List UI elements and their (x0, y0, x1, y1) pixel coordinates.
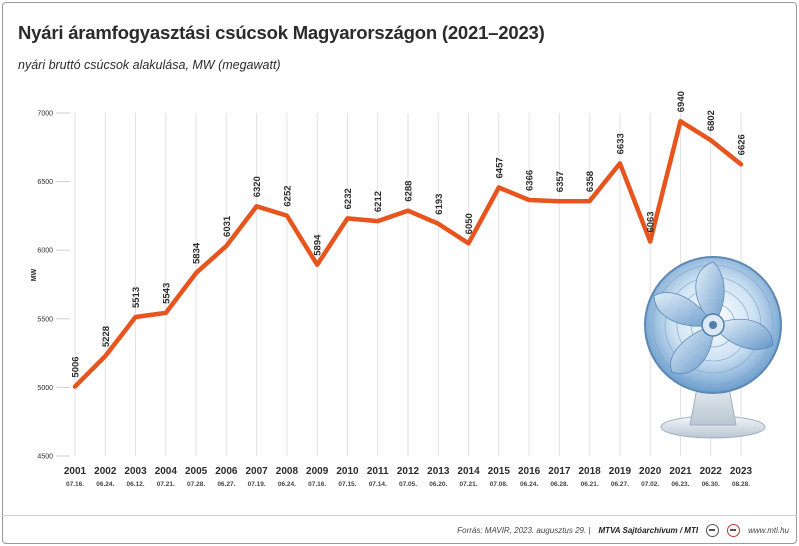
x-tick-date: 07.05. (399, 481, 417, 488)
x-tick-year: 2020 (639, 466, 662, 477)
x-tick-date: 06.28. (550, 481, 568, 488)
x-tick-year: 2014 (457, 466, 480, 477)
y-axis-label: MW (31, 268, 38, 281)
x-tick-date: 06.21. (581, 481, 599, 488)
data-label: 6320 (252, 176, 263, 197)
x-tick-year: 2021 (669, 466, 692, 477)
x-tick-year: 2008 (276, 466, 299, 477)
y-tick-label: 4500 (37, 454, 53, 461)
data-label: 6633 (615, 133, 626, 154)
x-tick-date: 08.28. (732, 481, 750, 488)
footer-agency: MTVA Sajtóarchívum / MTI (598, 525, 699, 535)
series-line (72, 118, 744, 389)
chart-subtitle: nyári bruttó csúcsok alakulása, MW (mega… (18, 58, 281, 72)
y-tick-label: 6500 (37, 179, 53, 186)
footer-site: www.mti.hu (748, 525, 789, 535)
footer: Forrás: MAVIR, 2023. augusztus 29. | MTV… (457, 522, 789, 538)
x-tick-year: 2022 (700, 466, 723, 477)
x-tick-year: 2011 (367, 466, 389, 477)
x-tick-year: 2009 (306, 466, 329, 477)
data-label: 6193 (434, 194, 445, 215)
data-label: 5894 (313, 234, 324, 256)
y-tick-label: 5500 (37, 316, 53, 323)
x-tick-date: 07.02. (641, 481, 659, 488)
data-label: 6626 (737, 134, 748, 155)
mtva-logo-icon (706, 523, 720, 537)
data-label: 5006 (71, 356, 82, 377)
data-label: 6366 (525, 170, 536, 191)
data-label: 6357 (555, 171, 566, 192)
x-tick-date: 07.14. (369, 481, 387, 488)
y-tick-label: 5000 (37, 385, 53, 392)
data-label: 6358 (585, 171, 596, 192)
x-tick-year: 2005 (185, 466, 208, 477)
data-label: 5513 (131, 287, 142, 308)
data-label: 5834 (192, 242, 203, 264)
footer-source: Forrás: MAVIR, 2023. augusztus 29. | (457, 525, 591, 535)
data-label: 6252 (282, 185, 293, 206)
x-tick-date: 06.27. (217, 481, 235, 488)
x-tick-date: 06.12. (127, 481, 145, 488)
data-label: 6457 (494, 157, 505, 178)
x-tick-date: 07.08. (490, 481, 508, 488)
data-label: 6063 (646, 211, 657, 232)
x-tick-date: 07.21. (460, 481, 478, 488)
x-tick-year: 2010 (336, 466, 359, 477)
x-tick-year: 2018 (579, 466, 602, 477)
y-tick-label: 6000 (37, 248, 53, 255)
electric-fan-illustration (644, 256, 782, 439)
x-tick-year: 2016 (518, 466, 541, 477)
data-label: 6940 (676, 91, 687, 112)
y-tick-label: 7000 (37, 111, 53, 118)
x-tick-year: 2017 (548, 466, 571, 477)
x-tick-date: 07.15. (338, 481, 356, 488)
data-label: 6050 (464, 213, 475, 234)
x-tick-year: 2013 (427, 466, 450, 477)
x-tick-year: 2023 (730, 466, 753, 477)
x-tick-year: 2007 (246, 466, 269, 477)
x-tick-date: 06.24. (96, 481, 114, 488)
x-tick-date: 07.16. (308, 481, 326, 488)
data-label: 5543 (161, 283, 172, 304)
x-tick-date: 06.24. (278, 481, 296, 488)
x-tick-date: 06.30. (702, 481, 720, 488)
x-tick-date: 06.23. (671, 481, 689, 488)
footer-divider (2, 515, 797, 516)
x-tick-year: 2004 (155, 466, 178, 477)
x-tick-date: 07.19. (248, 481, 266, 488)
data-label: 6212 (373, 191, 384, 212)
x-tick-year: 2002 (94, 466, 117, 477)
x-tick-year: 2006 (215, 466, 238, 477)
x-tick-year: 2012 (397, 466, 420, 477)
data-label: 5228 (101, 326, 112, 347)
data-label: 6288 (404, 181, 415, 202)
x-tick-date: 06.24. (520, 481, 538, 488)
x-tick-year: 2015 (488, 466, 511, 477)
x-tick-date: 07.21. (157, 481, 175, 488)
x-tick-date: 07.28. (187, 481, 205, 488)
x-tick-year: 2003 (124, 466, 147, 477)
x-tick-year: 2001 (64, 466, 87, 477)
x-tick-year: 2019 (609, 466, 632, 477)
x-tick-date: 06.27. (611, 481, 629, 488)
chart-title: Nyári áramfogyasztási csúcsok Magyarorsz… (18, 22, 545, 43)
x-tick-date: 06.20. (429, 481, 447, 488)
data-label: 6031 (222, 215, 233, 237)
data-label: 6802 (706, 110, 717, 131)
mti-logo-icon (727, 523, 741, 537)
data-label: 6232 (343, 188, 354, 209)
x-tick-date: 07.16. (66, 481, 84, 488)
